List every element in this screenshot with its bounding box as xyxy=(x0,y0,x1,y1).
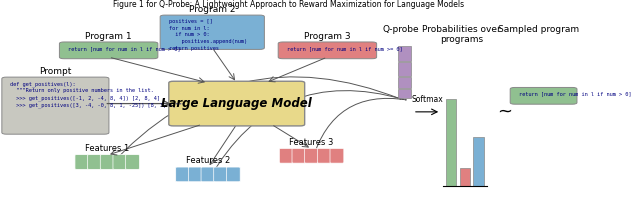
Text: Large Language Model: Large Language Model xyxy=(161,97,312,110)
Text: return [num for num in l if num > 0]: return [num for num in l if num > 0] xyxy=(68,46,180,51)
FancyArrowPatch shape xyxy=(312,98,406,160)
FancyBboxPatch shape xyxy=(100,155,114,169)
FancyBboxPatch shape xyxy=(510,87,577,104)
Bar xyxy=(398,89,411,98)
Text: Program 2: Program 2 xyxy=(189,5,236,14)
FancyBboxPatch shape xyxy=(317,148,331,163)
FancyBboxPatch shape xyxy=(2,77,109,134)
Text: return [num for num in l if num >= 0]: return [num for num in l if num >= 0] xyxy=(287,46,403,51)
Text: Features 3: Features 3 xyxy=(289,138,334,146)
Text: Features 2: Features 2 xyxy=(186,156,230,165)
Text: Prompt: Prompt xyxy=(39,67,72,76)
FancyBboxPatch shape xyxy=(279,148,293,163)
FancyBboxPatch shape xyxy=(75,155,89,169)
Bar xyxy=(398,77,411,88)
FancyBboxPatch shape xyxy=(169,81,305,126)
FancyBboxPatch shape xyxy=(292,148,306,163)
Text: Softmax: Softmax xyxy=(411,95,443,104)
Bar xyxy=(460,168,470,186)
Bar xyxy=(398,46,411,61)
Text: Q-probe: Q-probe xyxy=(383,25,419,34)
FancyBboxPatch shape xyxy=(330,148,344,163)
Text: Program 1: Program 1 xyxy=(85,32,132,41)
Bar xyxy=(474,137,484,186)
Text: Probabilities over
programs: Probabilities over programs xyxy=(422,25,500,44)
Text: Sampled program: Sampled program xyxy=(499,25,580,34)
FancyBboxPatch shape xyxy=(214,167,228,182)
Bar xyxy=(398,62,411,76)
FancyBboxPatch shape xyxy=(227,167,240,182)
FancyBboxPatch shape xyxy=(113,155,127,169)
FancyBboxPatch shape xyxy=(278,42,376,59)
Text: Figure 1 for Q-Probe: A Lightweight Approach to Reward Maximization for Language: Figure 1 for Q-Probe: A Lightweight Appr… xyxy=(113,0,464,10)
FancyBboxPatch shape xyxy=(305,148,319,163)
FancyArrowPatch shape xyxy=(109,77,401,167)
FancyArrowPatch shape xyxy=(209,91,403,179)
FancyBboxPatch shape xyxy=(88,155,102,169)
Bar xyxy=(445,99,456,186)
FancyBboxPatch shape xyxy=(188,167,202,182)
FancyBboxPatch shape xyxy=(125,155,140,169)
FancyBboxPatch shape xyxy=(201,167,215,182)
Text: ~: ~ xyxy=(497,103,512,121)
Text: Features 1: Features 1 xyxy=(85,144,129,153)
Text: def get_positives(l):
  """Return only positive numbers in the list.
  >>> get_p: def get_positives(l): """Return only pos… xyxy=(10,81,186,108)
Text: positives = []
for num in l:
  if num > 0:
    positives.append(num)
return posi: positives = [] for num in l: if num > 0:… xyxy=(169,19,247,51)
Text: return [num for num in l if num > 0]: return [num for num in l if num > 0] xyxy=(519,92,631,97)
FancyBboxPatch shape xyxy=(176,167,189,182)
FancyBboxPatch shape xyxy=(60,42,158,59)
FancyBboxPatch shape xyxy=(160,15,264,49)
Text: Program 3: Program 3 xyxy=(304,32,351,41)
